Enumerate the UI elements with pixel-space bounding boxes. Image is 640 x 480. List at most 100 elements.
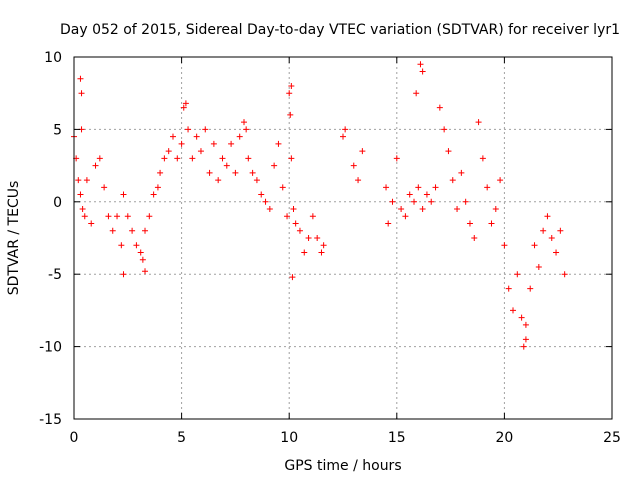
- data-point: [169, 133, 176, 140]
- data-point: [501, 242, 508, 249]
- data-point: [454, 206, 461, 213]
- data-point: [75, 177, 82, 184]
- data-point: [411, 198, 418, 205]
- data-point: [157, 169, 164, 176]
- data-point: [518, 314, 525, 321]
- data-point: [305, 235, 312, 241]
- data-point: [79, 206, 86, 213]
- data-point: [527, 285, 534, 292]
- data-point: [314, 235, 321, 241]
- data-point: [271, 162, 278, 169]
- data-point: [133, 242, 140, 249]
- data-point: [88, 220, 95, 227]
- data-point: [129, 227, 136, 234]
- data-point: [197, 148, 204, 155]
- data-point: [288, 155, 295, 162]
- data-point: [174, 155, 181, 162]
- data-point: [466, 220, 473, 227]
- data-point: [309, 213, 316, 220]
- data-point: [223, 162, 230, 169]
- data-point: [488, 220, 495, 227]
- data-point: [505, 285, 512, 292]
- chart-title: Day 052 of 2015, Sidereal Day-to-day VTE…: [60, 22, 620, 38]
- y-tick-label: -15: [39, 412, 62, 428]
- data-point: [142, 268, 149, 275]
- data-point: [342, 126, 349, 133]
- data-point: [535, 263, 542, 270]
- data-point: [249, 169, 256, 176]
- data-point: [288, 82, 295, 89]
- data-point: [510, 307, 517, 314]
- x-tick-label: 15: [388, 430, 406, 446]
- data-point: [232, 169, 239, 176]
- data-point: [258, 191, 265, 198]
- data-point: [402, 213, 409, 220]
- data-point: [432, 184, 439, 191]
- data-point: [275, 140, 282, 147]
- y-tick-label: 0: [53, 195, 62, 211]
- data-point: [449, 177, 456, 184]
- data-point: [215, 177, 222, 184]
- data-point: [441, 126, 448, 133]
- data-point: [540, 227, 547, 234]
- data-point: [415, 184, 422, 191]
- data-point: [120, 191, 127, 198]
- data-point: [241, 119, 248, 126]
- data-point: [290, 206, 297, 213]
- data-point: [120, 271, 127, 278]
- data-point: [182, 100, 189, 107]
- data-point: [514, 271, 521, 278]
- data-point: [243, 126, 250, 133]
- data-point: [279, 184, 286, 191]
- data-point: [289, 274, 296, 281]
- data-point: [462, 198, 469, 205]
- data-point: [296, 227, 303, 234]
- data-point: [497, 177, 504, 184]
- data-point: [301, 249, 308, 256]
- x-tick-label: 10: [280, 430, 298, 446]
- data-point: [385, 220, 392, 227]
- data-point: [428, 198, 435, 205]
- data-point: [484, 184, 491, 191]
- data-point: [137, 249, 144, 256]
- data-point: [139, 256, 146, 263]
- data-point: [236, 133, 243, 140]
- data-point: [150, 191, 157, 198]
- data-point: [109, 227, 116, 234]
- y-tick-label: 10: [44, 50, 62, 66]
- x-tick-label: 5: [177, 430, 186, 446]
- data-point: [114, 213, 121, 220]
- data-point: [531, 242, 538, 249]
- data-point: [419, 68, 426, 75]
- plot-frame: [73, 56, 613, 420]
- data-point: [219, 155, 226, 162]
- data-point: [81, 213, 88, 220]
- data-point: [266, 206, 273, 213]
- data-point: [284, 213, 291, 220]
- data-point: [146, 213, 153, 220]
- data-point: [318, 249, 325, 256]
- ticks-layer: 0 5 10 15 20 25 -15 -10 -5 0 5 10: [39, 50, 621, 446]
- y-axis-label: SDTVAR / TECUs: [6, 181, 22, 296]
- data-point: [292, 220, 299, 227]
- x-axis-label: GPS time / hours: [284, 458, 401, 474]
- data-point: [253, 177, 260, 184]
- data-point: [553, 249, 560, 256]
- data-point: [320, 242, 327, 249]
- data-point: [118, 242, 125, 249]
- data-point: [206, 169, 213, 176]
- data-point: [202, 126, 209, 133]
- data-point: [458, 169, 465, 176]
- data-point: [423, 191, 430, 198]
- data-point: [393, 155, 400, 162]
- data-point: [193, 133, 200, 140]
- data-point: [522, 321, 529, 328]
- data-point: [124, 213, 131, 220]
- data-point: [471, 235, 478, 241]
- data-point: [83, 177, 90, 184]
- data-point: [189, 155, 196, 162]
- data-point: [436, 104, 443, 111]
- data-point: [161, 155, 168, 162]
- y-tick-label: -5: [48, 267, 62, 283]
